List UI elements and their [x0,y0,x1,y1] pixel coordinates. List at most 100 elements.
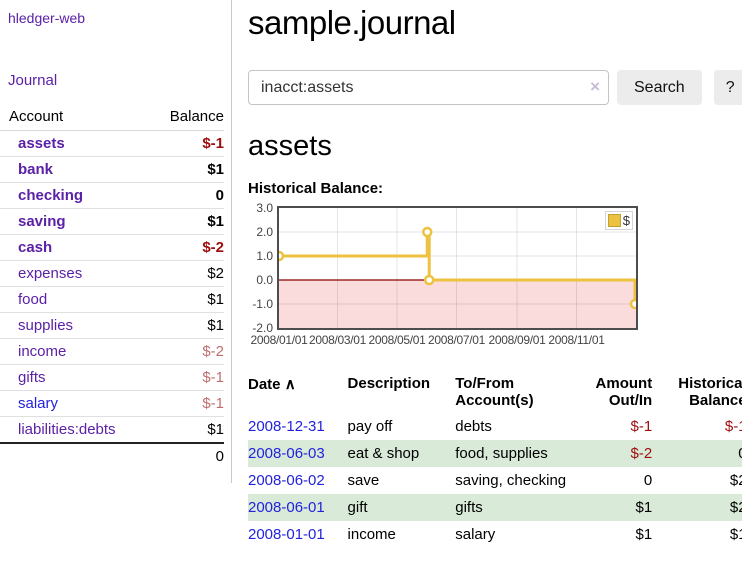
account-link[interactable]: expenses [18,265,83,282]
account-row: liabilities:debts $1 [0,417,224,444]
transaction-description: pay off [347,418,393,435]
transaction-accounts: food, supplies [455,445,548,462]
account-row: expenses $2 [0,260,224,287]
chart-plot-area: $ [277,206,638,330]
accounts-total: 0 [152,442,224,469]
account-link[interactable]: saving [18,213,66,230]
help-button[interactable]: ? [713,70,742,105]
account-row: food $1 [0,286,224,313]
transaction-date-link[interactable]: 2008-01-01 [248,526,325,543]
transaction-amount: $1 [635,499,653,516]
y-axis-tick-label: 0.0 [256,273,273,287]
account-balance: $-2 [152,338,224,365]
account-balance: $1 [152,208,224,235]
accounts-rows: assets $-1 bank $1 checking [0,130,224,444]
x-axis-tick-label: 2008/05/01 [368,333,426,347]
transaction-amount: $-1 [630,418,653,435]
transaction-balance: $2 [729,472,742,489]
x-axis-tick-label: 2008/09/01 [488,333,546,347]
account-link[interactable]: food [18,291,48,308]
legend-label: $ [622,213,630,228]
account-row: supplies $1 [0,312,224,339]
account-balance: 0 [152,182,224,209]
account-balance: $-2 [152,234,224,261]
accounts-header-account: Account [0,105,153,131]
transaction-date-link[interactable]: 2008-06-01 [248,499,325,516]
account-balance: $2 [152,260,224,287]
account-link[interactable]: supplies [18,317,74,334]
account-row: saving $1 [0,208,224,235]
account-row: bank $1 [0,156,224,183]
search-input[interactable] [248,70,609,105]
x-axis-tick-label: 2008/03/01 [308,333,367,347]
x-axis-tick-label: 2008/07/01 [427,333,486,347]
account-row: gifts $-1 [0,364,224,391]
account-row: checking 0 [0,182,224,209]
account-balance: $1 [207,421,224,438]
y-axis-tick-label: -1.0 [252,297,273,311]
transaction-balance: 0 [652,440,742,467]
account-balance: $1 [152,286,224,313]
transaction-row: 2008-06-02 save saving, checking 0 $2 [248,467,742,494]
transaction-accounts: salary [455,526,496,543]
sidebar-item-journal[interactable]: Journal [8,72,58,89]
account-link[interactable]: checking [18,187,84,204]
transaction-row: 2008-01-01 income salary $1 $1 [248,521,742,548]
account-link[interactable]: cash [18,239,53,256]
account-link[interactable]: salary [18,395,59,412]
transaction-description: gift [347,499,368,516]
txn-header-date[interactable]: Date ∧ [248,376,296,393]
account-link[interactable]: bank [18,161,54,178]
y-axis-tick-label: 1.0 [256,249,273,263]
account-row: assets $-1 [0,130,224,157]
account-balance: $1 [152,156,224,183]
transaction-balance: $2 [729,499,742,516]
transactions-table: Date ∧ Description To/From Account(s) Am… [248,373,742,548]
account-row: income $-2 [0,338,224,365]
main-content: sample.journal × Search ? assets Histori… [232,0,742,548]
account-balance: $-1 [152,364,224,391]
y-axis-tick-label: 2.0 [256,225,273,239]
search-button[interactable]: Search [617,70,702,105]
transaction-description: save [347,472,380,489]
transaction-amount: $1 [635,526,653,543]
account-balance: $-1 [152,130,224,157]
chart-title: Historical Balance: [248,180,384,197]
historical-balance-chart: $ 3.0 2.0 1.0 0.0 -1.0 -2.0 2008/01/01 2008/03/… [248,201,668,352]
transaction-description: eat & shop [347,445,420,462]
account-link[interactable]: assets [18,135,65,152]
transaction-row: 2008-06-03 eat & shop food, supplies $-2… [248,440,742,467]
transaction-row: 2008-12-31 pay off debts $-1 $-1 [248,413,742,440]
chart-legend: $ [604,211,633,230]
account-row: cash $-2 [0,234,224,261]
app-title-link[interactable]: hledger-web [8,10,86,26]
account-link[interactable]: gifts [18,369,46,386]
txn-header-accounts: To/From Account(s) [455,375,534,409]
transaction-description: income [347,526,396,543]
account-heading: assets [248,130,332,162]
transaction-date-link[interactable]: 2008-06-03 [248,445,325,462]
legend-swatch [607,214,621,227]
search-row: × Search ? [248,70,742,105]
account-row: salary $-1 [0,390,224,417]
transaction-accounts: gifts [455,499,483,516]
transaction-amount: 0 [643,472,653,489]
transaction-date-link[interactable]: 2008-12-31 [248,418,325,435]
sort-asc-icon: ∧ [284,376,296,393]
clear-search-icon[interactable]: × [590,77,600,96]
transaction-amount: $-2 [630,445,653,462]
x-axis-tick-label: 2008/11/01 [548,333,605,347]
transaction-balance: $-1 [724,418,742,435]
transaction-date-link[interactable]: 2008-06-02 [248,472,325,489]
transaction-accounts: debts [455,418,492,435]
search-box: × [248,70,609,105]
transactions-rows: 2008-12-31 pay off debts $-1 $-1 2008-06… [248,413,742,548]
x-axis-tick-label: 2008/01/01 [250,333,308,347]
accounts-header-balance: Balance [152,105,224,131]
txn-header-balance: Historical Balance [678,375,742,409]
txn-header-description: Description [347,375,431,392]
account-link[interactable]: income [18,343,67,360]
account-link[interactable]: liabilities:debts [18,421,116,438]
page-title: sample.journal [248,4,456,41]
account-balance: $-1 [152,390,224,417]
